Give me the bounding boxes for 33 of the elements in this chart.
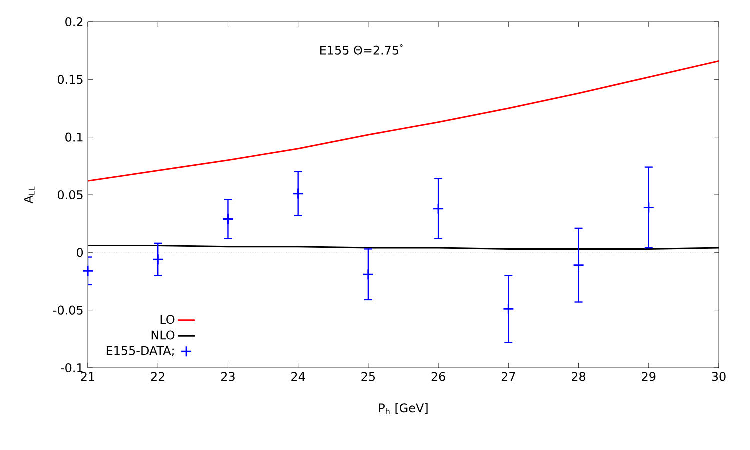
y-tick-label: 0.05 [58, 190, 83, 200]
x-tick-label: 29 [642, 372, 656, 382]
x-tick-label: 28 [572, 372, 586, 382]
point [292, 188, 304, 200]
x-tick-label: 22 [151, 372, 165, 382]
point [573, 260, 585, 272]
point [643, 202, 655, 214]
point [432, 203, 444, 215]
y-tick-label: 0.2 [66, 17, 83, 27]
point [82, 265, 94, 277]
x-tick-label: 25 [362, 372, 376, 382]
point [152, 254, 164, 266]
y-tick-label: -0.1 [61, 363, 83, 373]
x-tick-label: 27 [502, 372, 516, 382]
annotation: E155 Θ=2.75$^{°}$ [320, 44, 403, 55]
point [222, 213, 234, 225]
y-tick-label: 0.1 [66, 132, 83, 142]
point [502, 303, 514, 315]
line-series [88, 60, 720, 182]
x-tick-label: 24 [292, 372, 306, 382]
x-tick-label: 23 [221, 372, 235, 382]
y-tick-label: -0.05 [53, 306, 83, 315]
x-tick-label: 26 [432, 372, 446, 382]
x-axis-title: P$_{h}$ [GeV] [379, 403, 428, 414]
legend-label: LO [160, 315, 175, 324]
legend-label: E155-DATA; [106, 346, 174, 356]
point [362, 268, 374, 280]
legend-label: NLO [152, 330, 175, 340]
x-tick-label: 21 [81, 372, 94, 382]
y-tick-label: 0.15 [58, 75, 83, 84]
y-tick-label: 0 [76, 248, 84, 258]
x-tick-label: 30 [712, 372, 726, 382]
y-axis-title: A$_{LL}$ [24, 186, 35, 204]
